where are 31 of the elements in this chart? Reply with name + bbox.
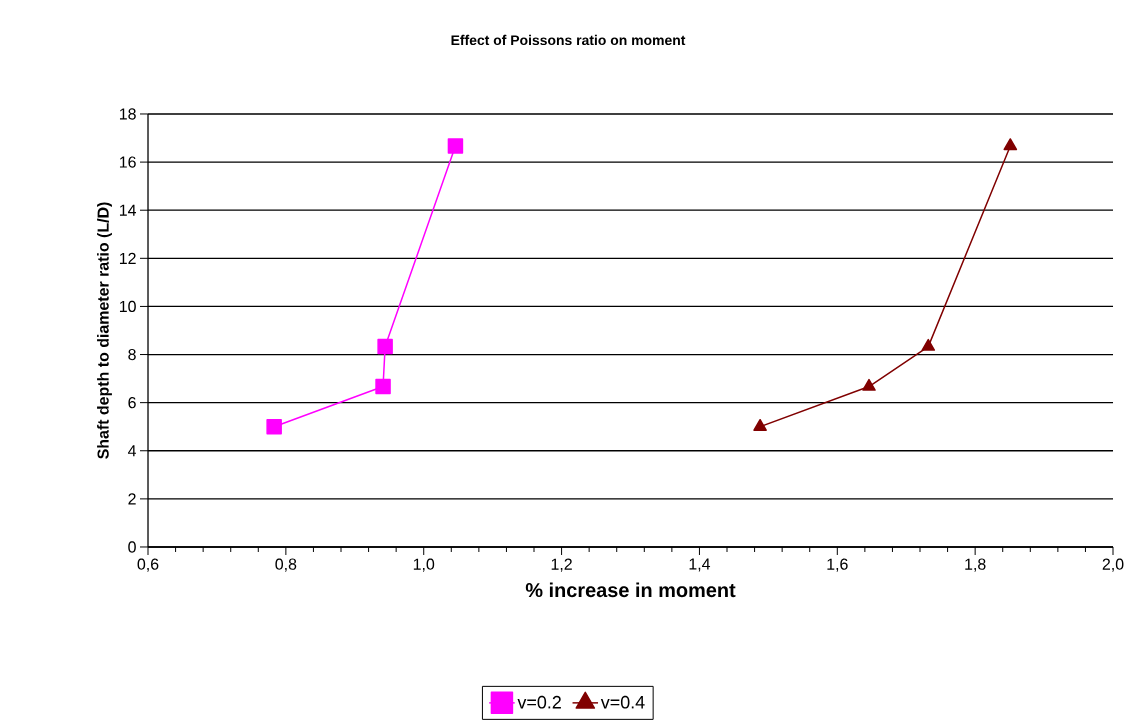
- x-tick-label: 1,6: [827, 558, 848, 572]
- legend-label: v=0.2: [517, 695, 561, 709]
- y-tick-label: 0: [128, 541, 136, 553]
- chart-title: Effect of Poissons ratio on moment: [451, 34, 686, 46]
- point: [375, 378, 391, 395]
- x-tick-label: 1,4: [689, 558, 711, 572]
- x-tick-label: 1,8: [965, 558, 986, 572]
- x-tick-label: 1,0: [413, 558, 435, 572]
- legend-label: v=0.4: [600, 695, 645, 709]
- x-tick-label: 0,6: [137, 558, 159, 572]
- y-axis-title: Shaft depth to diameter ratio (L/D): [97, 202, 112, 459]
- point: [447, 138, 464, 154]
- y-tick-label: 12: [119, 252, 136, 264]
- y-tick-label: 10: [119, 300, 136, 313]
- y-tick-label: 14: [119, 204, 137, 216]
- y-tick-label: 16: [119, 156, 136, 168]
- x-axis-title: % increase in moment: [525, 582, 736, 598]
- point: [266, 418, 282, 435]
- y-tick-label: 18: [119, 108, 136, 120]
- point: [377, 338, 393, 355]
- x-tick-label: 2,0: [1102, 558, 1124, 572]
- x-tick-label: 1,2: [551, 558, 572, 572]
- point: [1003, 138, 1018, 151]
- point: [862, 378, 876, 391]
- x-tick-label: 0,8: [275, 558, 297, 572]
- y-tick-label: 6: [128, 397, 136, 409]
- y-tick-label: 8: [128, 348, 136, 361]
- y-tick-label: 4: [127, 445, 137, 457]
- y-tick-label: 2: [128, 493, 136, 505]
- point: [753, 418, 767, 431]
- point: [921, 338, 936, 351]
